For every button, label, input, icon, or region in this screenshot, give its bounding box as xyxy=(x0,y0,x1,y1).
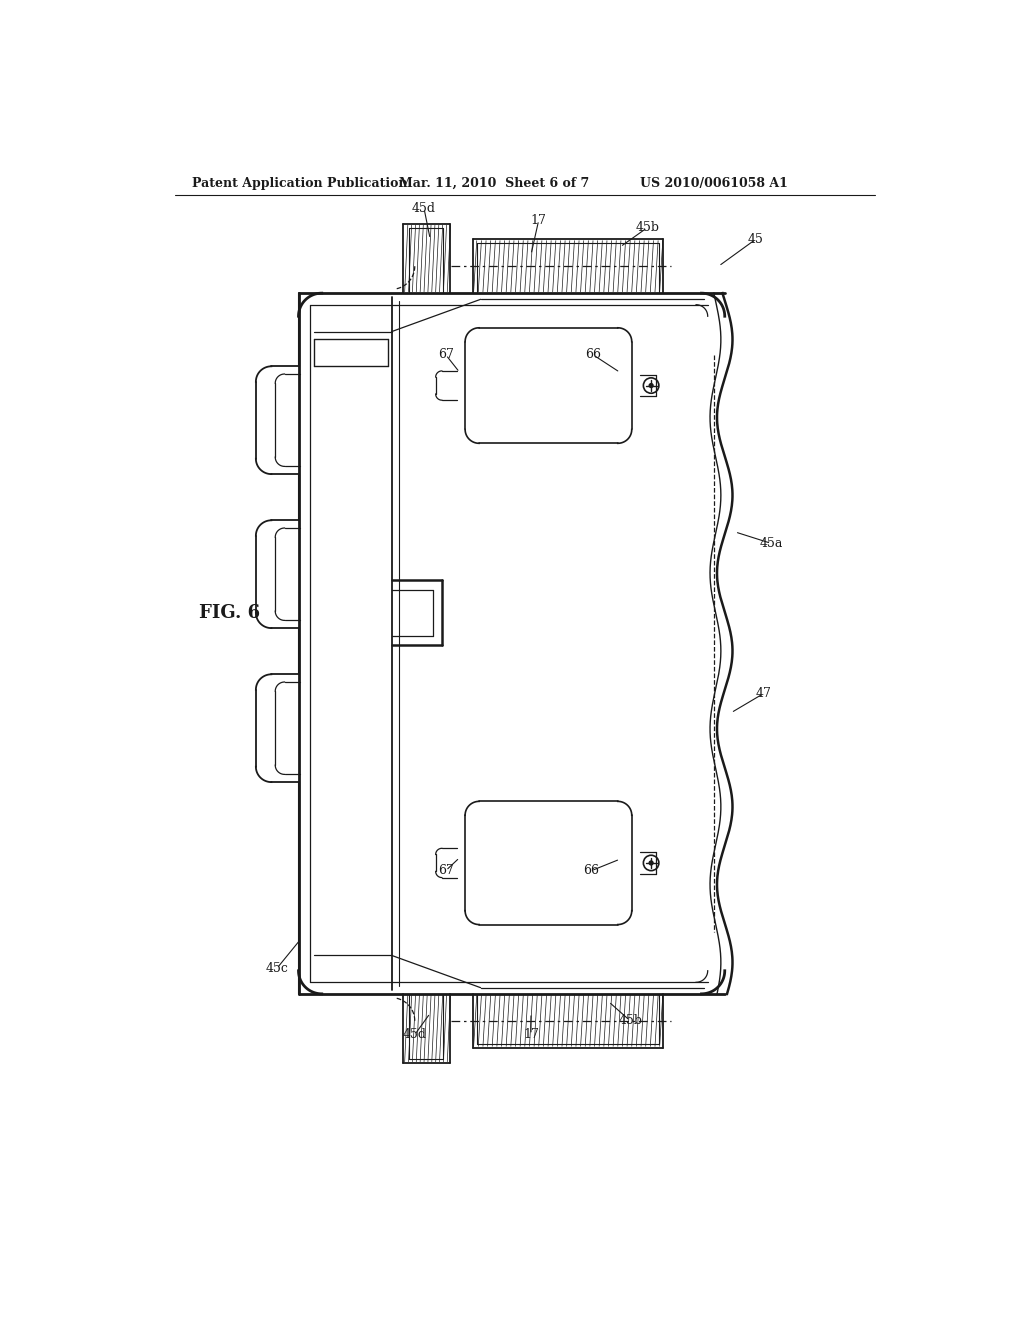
Text: 66: 66 xyxy=(584,865,599,878)
Text: 45c: 45c xyxy=(265,962,288,975)
Text: 17: 17 xyxy=(523,1028,539,1041)
Text: Mar. 11, 2010  Sheet 6 of 7: Mar. 11, 2010 Sheet 6 of 7 xyxy=(399,177,590,190)
Text: 45b: 45b xyxy=(618,1014,642,1027)
Circle shape xyxy=(649,384,653,388)
Text: US 2010/0061058 A1: US 2010/0061058 A1 xyxy=(640,177,787,190)
Text: 45: 45 xyxy=(748,232,764,246)
Text: 66: 66 xyxy=(585,348,601,362)
Text: 17: 17 xyxy=(530,214,547,227)
Text: 45a: 45a xyxy=(760,537,783,550)
Text: 45d: 45d xyxy=(412,202,436,215)
Text: 67: 67 xyxy=(438,865,454,878)
Text: 45b: 45b xyxy=(635,222,659,234)
Text: FIG. 6: FIG. 6 xyxy=(200,603,260,622)
Text: 67: 67 xyxy=(438,348,454,362)
Text: Patent Application Publication: Patent Application Publication xyxy=(191,177,408,190)
Text: 45d: 45d xyxy=(402,1028,427,1041)
Text: 47: 47 xyxy=(756,686,771,700)
Circle shape xyxy=(649,861,653,865)
